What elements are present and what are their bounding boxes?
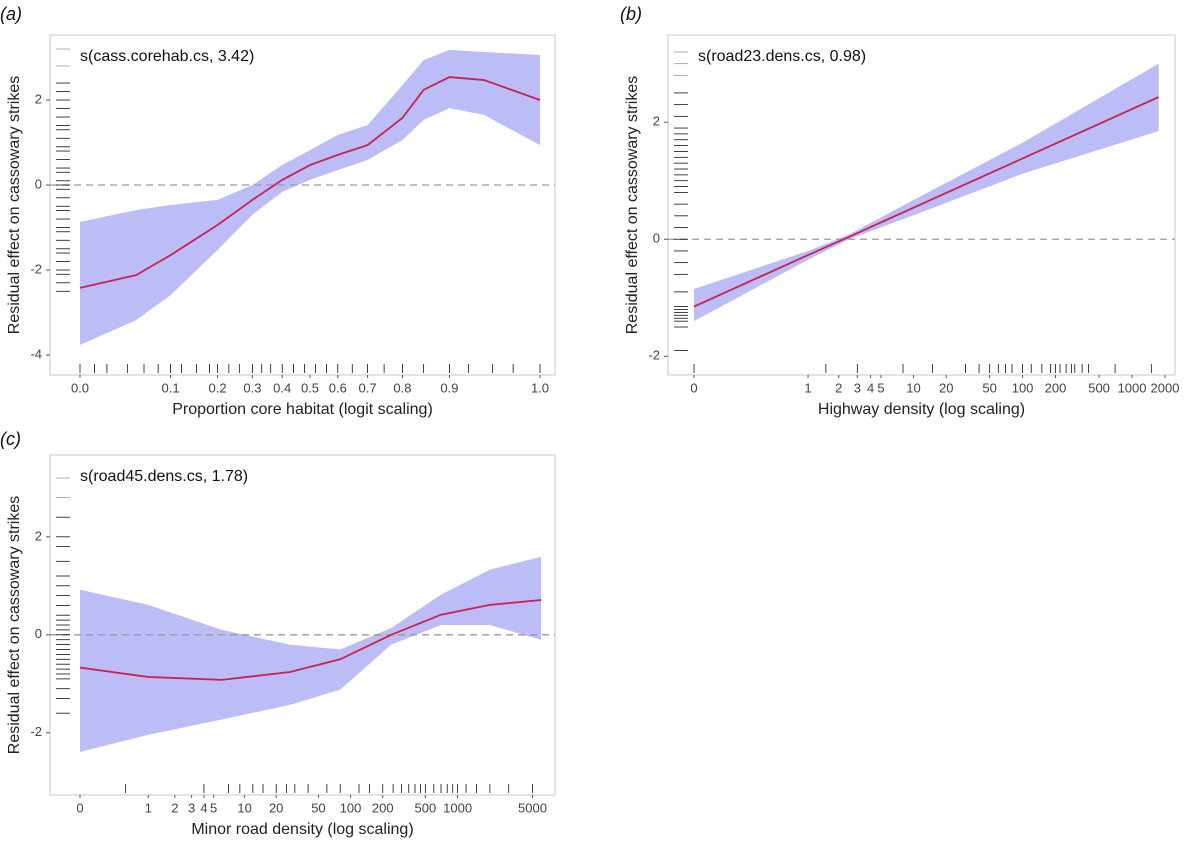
x-tick-label: 0.9 xyxy=(440,380,458,395)
plot-frame xyxy=(49,34,556,376)
x-tick-label: 20 xyxy=(269,800,283,815)
panel-label: (c) xyxy=(0,429,21,449)
x-tick-label: 5 xyxy=(210,800,217,815)
x-tick-label: 0 xyxy=(76,800,83,815)
x-tick-label: 2 xyxy=(171,800,178,815)
annotation: s(road23.dens.cs, 0.98) xyxy=(698,48,866,65)
annotation: s(cass.corehab.cs, 3.42) xyxy=(80,48,254,65)
x-tick-label: 5 xyxy=(877,380,884,395)
fit-line xyxy=(79,76,541,289)
x-tick-label: 10 xyxy=(237,800,251,815)
x-tick-label: 4 xyxy=(867,380,874,395)
x-tick-label: 200 xyxy=(1045,380,1067,395)
x-tick-label: 200 xyxy=(372,800,394,815)
panel: (b) s(road23.dens.cs, 0.98) Highway densit… xyxy=(620,4,1179,418)
confidence-band xyxy=(694,63,1159,322)
plot-frame xyxy=(49,454,556,796)
x-tick-label: 3 xyxy=(188,800,195,815)
panel-label: (a) xyxy=(0,4,22,24)
x-tick-label: 0.1 xyxy=(162,380,180,395)
x-axis-label: Proportion core habitat (logit scaling) xyxy=(172,401,433,418)
y-tick-label: -2 xyxy=(30,261,42,276)
y-axis-label: Residual effect on cassowary strikes xyxy=(624,76,641,334)
x-tick-label: 0.5 xyxy=(301,380,319,395)
x-tick-label: 0.7 xyxy=(359,380,377,395)
x-tick-label: 50 xyxy=(982,380,996,395)
x-tick-label: 20 xyxy=(939,380,953,395)
fit-line xyxy=(693,96,1160,308)
x-tick-label: 500 xyxy=(1088,380,1110,395)
x-tick-label: 0.2 xyxy=(209,380,227,395)
x-tick-label: 50 xyxy=(311,800,325,815)
x-axis-label: Minor road density (log scaling) xyxy=(191,821,413,838)
y-axis-label: Residual effect on cassowary strikes xyxy=(6,496,23,754)
x-tick-label: 1 xyxy=(145,800,152,815)
x-tick-label: 0.6 xyxy=(329,380,347,395)
x-tick-label: 2 xyxy=(835,380,842,395)
y-tick-label: 2 xyxy=(35,528,42,543)
panel: (c) s(road45.dens.cs, 1.78) Minor road den… xyxy=(0,429,556,838)
x-axis-label: Highway density (log scaling) xyxy=(818,401,1025,418)
x-tick-label: 1000 xyxy=(1118,380,1147,395)
fit-line xyxy=(79,599,542,681)
x-tick-label: 0 xyxy=(690,380,697,395)
x-tick-label: 100 xyxy=(340,800,362,815)
confidence-band xyxy=(80,49,540,345)
y-tick-label: 0 xyxy=(35,626,42,641)
x-tick-label: 10 xyxy=(906,380,920,395)
panel: (a) s(cass.corehab.cs, 3.42) Proportion co… xyxy=(0,4,556,418)
x-tick-label: 100 xyxy=(1012,380,1034,395)
x-tick-label: 1 xyxy=(804,380,811,395)
x-tick-label: 3 xyxy=(854,380,861,395)
x-tick-label: 0.0 xyxy=(71,380,89,395)
panel-label: (b) xyxy=(620,4,642,24)
y-tick-label: 0 xyxy=(35,176,42,191)
x-tick-label: 0.4 xyxy=(273,380,291,395)
y-tick-label: 0 xyxy=(653,231,660,246)
x-tick-label: 2000 xyxy=(1151,380,1180,395)
y-tick-label: -2 xyxy=(30,724,42,739)
y-tick-label: 2 xyxy=(653,114,660,129)
y-tick-label: -2 xyxy=(648,348,660,363)
y-axis-label: Residual effect on cassowary strikes xyxy=(6,76,23,334)
x-tick-label: 1000 xyxy=(443,800,472,815)
y-tick-label: -4 xyxy=(30,346,42,361)
y-tick-label: 2 xyxy=(35,91,42,106)
annotation: s(road45.dens.cs, 1.78) xyxy=(80,468,248,485)
x-tick-label: 5000 xyxy=(518,800,547,815)
x-tick-label: 0.3 xyxy=(243,380,261,395)
x-tick-label: 4 xyxy=(200,800,207,815)
x-tick-label: 1.0 xyxy=(531,380,549,395)
confidence-band xyxy=(80,556,541,752)
plot-frame xyxy=(667,34,1176,376)
x-tick-label: 500 xyxy=(415,800,437,815)
x-tick-label: 0.8 xyxy=(393,380,411,395)
